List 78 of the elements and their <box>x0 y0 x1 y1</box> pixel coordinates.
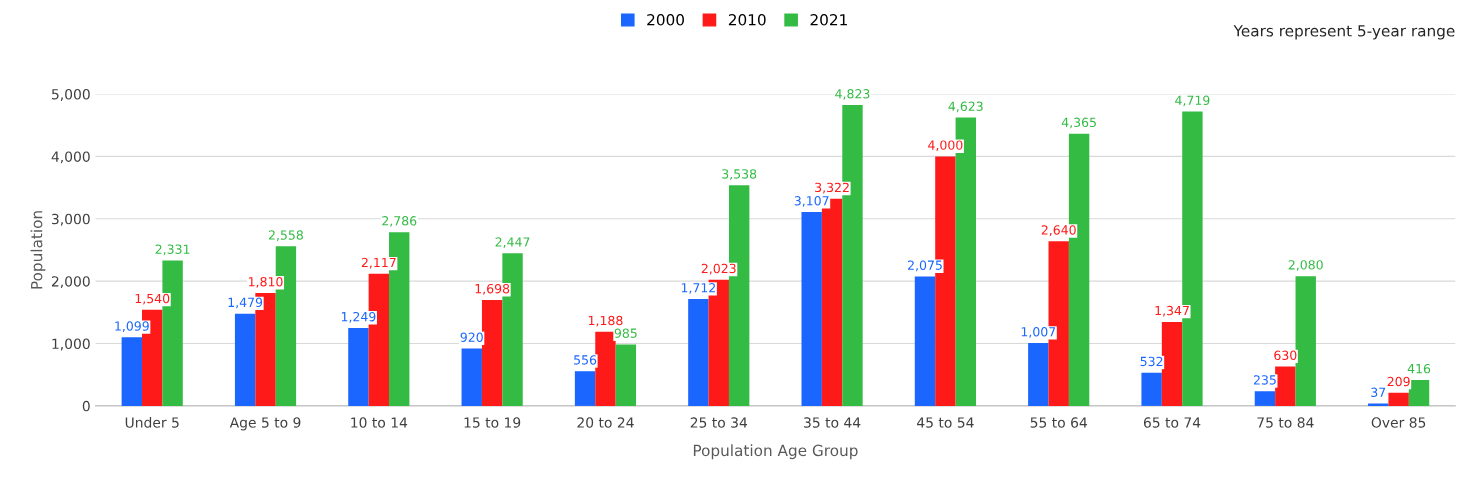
x-tick-label: 65 to 74 <box>1143 417 1201 428</box>
y-tick-label: 2,000 <box>51 276 90 289</box>
text: Years represent 5-year range <box>1233 25 1455 40</box>
data-label: 3,107 <box>794 196 829 207</box>
data-label: 1,188 <box>588 315 623 327</box>
data-label: 1,540 <box>135 293 170 305</box>
data-label: 1,712 <box>681 283 716 294</box>
data-label: 1,007 <box>1021 327 1056 338</box>
bar <box>121 337 143 406</box>
bar <box>1275 366 1296 406</box>
legend-label: 2000 <box>647 14 684 26</box>
bar <box>481 300 503 406</box>
data-label: 4,823 <box>835 89 870 100</box>
data-label: 37 <box>1371 387 1386 397</box>
data-label: 2,331 <box>155 244 190 256</box>
bar <box>1254 391 1276 406</box>
y-axis-title: Population <box>30 211 46 289</box>
data-label: 2,117 <box>361 257 396 269</box>
data-label: 235 <box>1253 375 1276 385</box>
bar <box>688 299 709 406</box>
y-tick-label: 5,000 <box>52 89 90 101</box>
data-label: 1,249 <box>341 311 376 323</box>
data-label: 2,447 <box>495 237 530 248</box>
bar <box>1028 343 1049 406</box>
x-tick-label: 15 to 19 <box>464 417 521 428</box>
bar <box>801 212 822 406</box>
data-label: 1,810 <box>249 276 283 288</box>
bar <box>1408 379 1430 406</box>
y-tick-label: 4,000 <box>51 151 90 164</box>
data-label: 4,623 <box>948 101 983 113</box>
x-axis-title: Population Age Group <box>693 444 858 460</box>
bar <box>1295 276 1316 406</box>
data-label: 1,698 <box>475 283 510 295</box>
bar <box>461 348 482 406</box>
data-label: 1,099 <box>115 321 149 333</box>
bar <box>615 344 637 406</box>
x-tick-label: 35 to 44 <box>804 417 861 428</box>
y-tick-label: 3,000 <box>51 213 90 226</box>
data-label: 2,786 <box>382 216 417 227</box>
bar <box>574 371 596 406</box>
x-tick-label: 55 to 64 <box>1030 417 1087 428</box>
x-tick-label: Age 5 to 9 <box>229 417 301 431</box>
y-tick-label: 1,000 <box>52 338 90 351</box>
x-tick-label: 10 to 14 <box>351 417 408 428</box>
data-label: 2,023 <box>701 263 736 275</box>
x-tick-label: 25 to 34 <box>690 417 748 428</box>
data-label: 2,640 <box>1041 225 1076 236</box>
data-label: 416 <box>1407 363 1431 374</box>
data-label: 209 <box>1387 376 1410 387</box>
bar <box>595 331 616 406</box>
data-label: 985 <box>614 328 637 338</box>
data-label: 3,538 <box>722 169 757 180</box>
legend-label: 2021 <box>810 14 847 26</box>
data-label: 556 <box>574 355 597 365</box>
data-label: 1,479 <box>228 297 263 309</box>
x-tick-label: 20 to 24 <box>577 417 634 428</box>
data-label: 4,719 <box>1175 95 1210 107</box>
data-label: 2,075 <box>908 260 942 272</box>
y-tick-label: 0 <box>82 400 90 412</box>
data-label: 2,558 <box>268 230 303 242</box>
data-label: 3,322 <box>815 182 849 194</box>
bar <box>914 276 936 406</box>
x-tick-label: 75 to 84 <box>1257 417 1314 428</box>
bar <box>348 328 369 406</box>
data-label: 1,347 <box>1155 305 1189 317</box>
data-label: 4,000 <box>928 140 963 152</box>
x-tick-label: Over 85 <box>1371 417 1426 428</box>
data-label: 630 <box>1274 350 1297 361</box>
legend-label: 2010 <box>728 14 766 26</box>
data-label: 2,080 <box>1288 260 1323 271</box>
data-label: 920 <box>460 332 483 342</box>
data-label: 4,365 <box>1061 117 1096 129</box>
bar <box>1161 321 1183 406</box>
x-tick-label: Under 5 <box>125 417 179 428</box>
bar <box>234 313 256 406</box>
data-label: 532 <box>1140 356 1163 367</box>
bar <box>1141 372 1162 406</box>
x-tick-label: 45 to 54 <box>917 417 974 428</box>
